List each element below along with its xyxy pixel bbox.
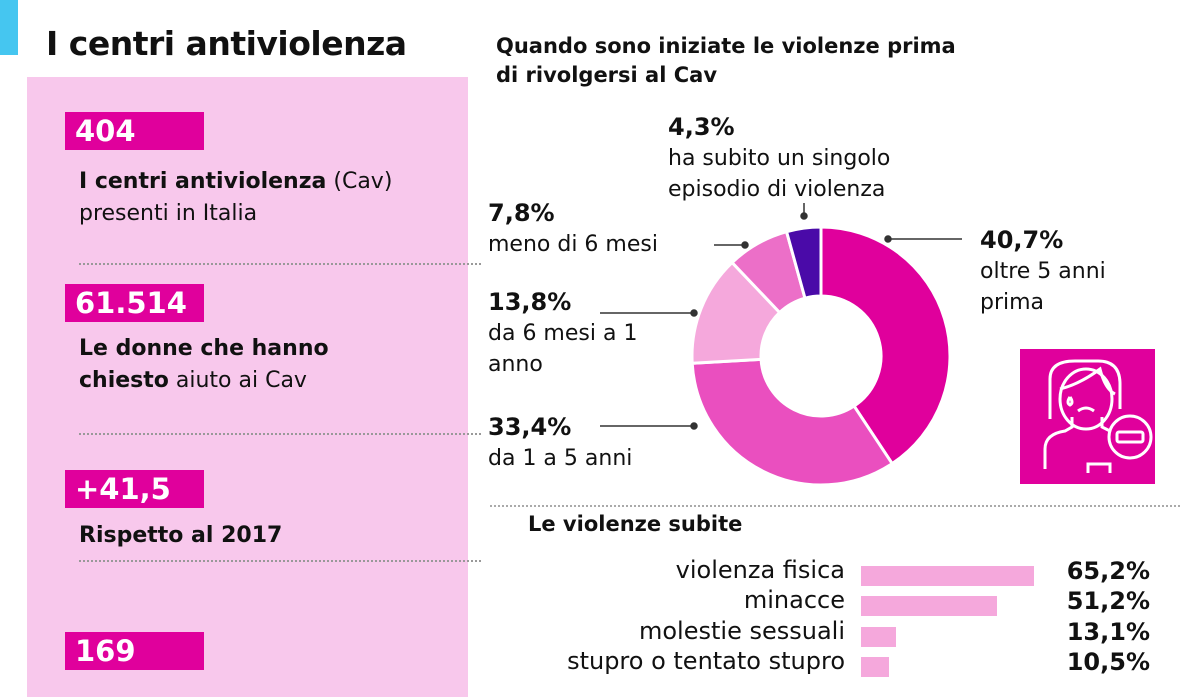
- slice-pct: 40,7%: [980, 226, 1064, 254]
- bar: [861, 657, 889, 677]
- bar: [861, 596, 997, 616]
- donut-slice: [819, 225, 952, 466]
- leader-lines: [600, 203, 962, 430]
- slice-pct: 4,3%: [668, 113, 735, 141]
- stat-value: +41,5: [65, 470, 204, 508]
- slice-text: meno di 6 mesi: [488, 232, 658, 257]
- slice-pct: 13,8%: [488, 288, 572, 316]
- slice-pct: 33,4%: [488, 413, 572, 441]
- stat-value: 169: [65, 632, 204, 670]
- slice-label: 4,3% ha subito un singolo episodio di vio…: [668, 112, 968, 205]
- divider: [79, 263, 481, 265]
- slice-label: 33,4% da 1 a 5 anni: [488, 412, 632, 474]
- bar-chart-title: Le violenze subite: [528, 512, 743, 536]
- stat-bold: I centri antiviolenza: [79, 169, 327, 194]
- page-title: I centri antiviolenza: [46, 24, 407, 63]
- slice-label: 40,7% oltre 5 anni prima: [980, 225, 1150, 318]
- stats-panel: 404 I centri antiviolenza (Cav) presenti …: [27, 77, 481, 697]
- accent-bar: [0, 0, 18, 55]
- stat-desc: I centri antiviolenza (Cav) presenti in I…: [79, 166, 392, 230]
- divider: [79, 560, 481, 562]
- donut-title: Quando sono iniziate le violenze prima d…: [496, 34, 956, 87]
- slice-label: 13,8% da 6 mesi a 1 anno: [488, 287, 638, 380]
- slice-text: ha subito un singolo episodio di violenz…: [668, 146, 891, 202]
- sad-woman-minus-icon: [1020, 349, 1155, 484]
- slice-text: oltre 5 anni prima: [980, 259, 1106, 315]
- bar-value: 13,1%: [1066, 618, 1150, 646]
- bar: [861, 566, 1034, 586]
- stat-line2-bold: chiesto: [79, 368, 169, 393]
- stat-desc: Le donne che hanno chiesto aiuto ai Cav: [79, 333, 329, 397]
- stat-rest: (Cav): [326, 169, 393, 194]
- stat-bold: Le donne che hanno: [79, 336, 329, 361]
- bar-label: violenza fisica: [675, 556, 845, 584]
- stat-bold: Rispetto al 2017: [79, 523, 283, 548]
- stat-line2: presenti in Italia: [79, 201, 258, 226]
- slice-text: da 1 a 5 anni: [488, 446, 633, 471]
- donut-slice: [690, 357, 895, 487]
- divider: [79, 433, 481, 435]
- divider: [490, 505, 1180, 507]
- bar-label: stupro o tentato stupro: [567, 647, 845, 675]
- bar-value: 10,5%: [1066, 648, 1150, 676]
- slice-pct: 7,8%: [488, 199, 555, 227]
- bar-value: 51,2%: [1066, 587, 1150, 615]
- donut-slice: [784, 225, 823, 301]
- slice-text: da 6 mesi a 1 anno: [488, 321, 638, 377]
- stat-value: 61.514: [65, 284, 204, 322]
- slice-label: 7,8% meno di 6 mesi: [488, 198, 658, 260]
- bar-value: 65,2%: [1066, 557, 1150, 585]
- stat-value: 404: [65, 112, 204, 150]
- bar: [861, 627, 896, 647]
- bar-label: minacce: [743, 586, 845, 614]
- stat-line2: aiuto ai Cav: [168, 368, 307, 393]
- stat-desc: Rispetto al 2017: [79, 520, 282, 552]
- donut-chart: [600, 203, 962, 487]
- bar-label: molestie sessuali: [638, 617, 845, 645]
